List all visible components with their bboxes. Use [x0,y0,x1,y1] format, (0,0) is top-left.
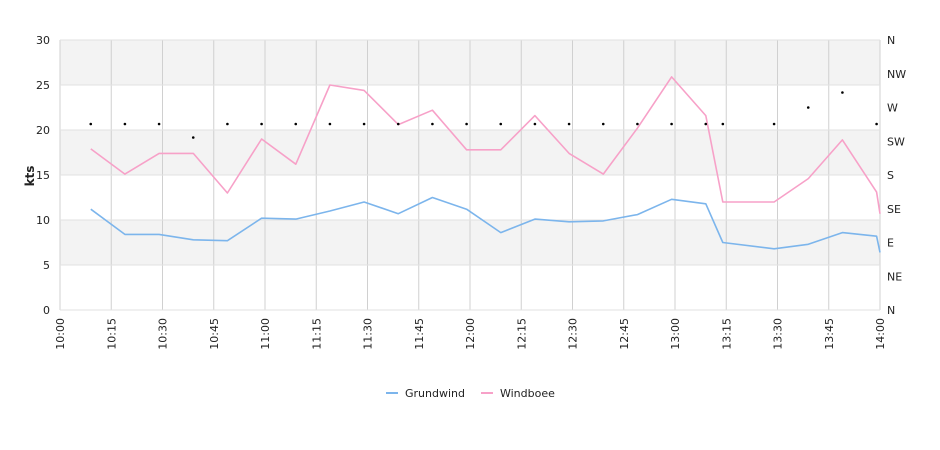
direction-point [260,122,263,126]
y-axis-ticks: 0 5 10 15 20 25 30 [36,34,50,317]
series-line-grundwind [90,196,881,253]
direction-tick-label: SW [887,135,905,148]
y-tick-label: 5 [43,259,50,272]
direction-tick-label: SE [887,203,901,216]
x-tick-label: 13:30 [772,318,785,350]
direction-tick-label: NE [887,270,902,283]
x-tick-label: 12:00 [464,318,477,350]
y-tick-label: 10 [36,214,50,227]
direction-tick-label: N [887,34,895,47]
direction-point [89,122,93,126]
x-tick-label: 10:00 [54,318,67,350]
direction-point [636,122,639,126]
x-tick-label: 10:15 [105,318,118,350]
x-tick-label: 11:00 [259,318,272,350]
x-tick-label: 12:30 [567,318,580,350]
x-axis-ticks: 10:00 10:15 10:30 10:45 11:00 11:15 11:30 11:45… [54,318,887,350]
direction-point [670,122,673,126]
direction-point [704,122,708,126]
direction-axis-ticks: N NW W SW S SE E NE N [887,34,906,317]
direction-point [875,122,878,126]
direction-markers [89,91,878,139]
x-tick-label: 13:15 [720,318,733,350]
y-tick-label: 15 [36,169,50,182]
direction-point [226,122,229,126]
direction-point [601,122,605,126]
direction-point [396,122,400,126]
direction-point [841,91,844,94]
direction-point [465,122,468,126]
y-axis-title: kts [23,166,37,187]
legend-item[interactable]: Windboee [480,387,555,400]
legend-label: Grundwind [405,387,465,400]
direction-point [772,122,776,126]
direction-point [431,122,434,126]
direction-tick-label: E [887,237,894,250]
direction-point [191,136,195,139]
direction-point [123,122,127,126]
x-tick-label: 11:30 [362,318,375,350]
direction-point [721,122,725,126]
horizontal-grid [60,39,880,311]
x-tick-label: 12:15 [515,318,528,350]
legend: Grundwind Windboee [386,387,555,400]
x-tick-label: 12:45 [618,318,631,350]
y-tick-label: 0 [43,304,50,317]
y-tick-label: 25 [36,79,50,92]
legend-item[interactable]: Grundwind [386,387,465,400]
direction-tick-label: N [887,304,895,317]
x-tick-label: 10:45 [208,318,221,350]
y-tick-label: 30 [36,34,50,47]
direction-tick-label: S [887,169,894,182]
direction-tick-label: W [887,102,898,115]
x-tick-label: 13:00 [669,318,682,350]
series-layer [89,76,881,253]
direction-point [328,122,332,126]
x-tick-label: 11:15 [310,318,323,350]
legend-label: Windboee [500,387,555,400]
direction-point [157,122,161,126]
direction-point [362,122,366,126]
y-tick-label: 20 [36,124,50,137]
direction-tick-label: NW [887,68,906,81]
x-tick-label: 14:00 [874,318,887,350]
x-tick-label: 11:45 [413,318,426,350]
direction-point [567,122,571,126]
direction-point [533,122,537,126]
x-tick-label: 13:45 [823,318,836,350]
direction-point [499,122,503,126]
series-line-windboee [90,76,881,214]
direction-point [294,122,298,126]
x-tick-label: 10:30 [157,318,170,350]
direction-point [806,106,810,109]
